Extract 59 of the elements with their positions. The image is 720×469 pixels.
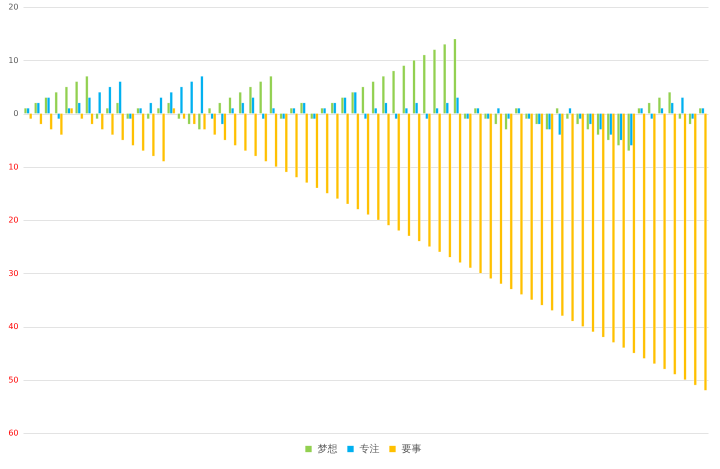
bar bbox=[428, 113, 431, 247]
y-tick-label: 60 bbox=[8, 428, 18, 438]
bar bbox=[468, 113, 472, 268]
bar bbox=[249, 86, 252, 114]
bar bbox=[136, 108, 140, 114]
bar bbox=[474, 108, 477, 114]
bar bbox=[341, 97, 344, 114]
y-tick-label: 0 bbox=[13, 109, 18, 118]
bar bbox=[366, 113, 370, 215]
bar bbox=[412, 60, 416, 114]
legend-label: 专注 bbox=[360, 443, 380, 455]
bar bbox=[75, 81, 78, 114]
bar bbox=[300, 102, 304, 114]
y-tick-label: 50 bbox=[8, 375, 18, 384]
bar bbox=[545, 113, 548, 130]
bar bbox=[504, 113, 508, 130]
bar bbox=[632, 113, 636, 354]
bar bbox=[64, 86, 68, 114]
bar bbox=[372, 81, 375, 114]
bar bbox=[228, 97, 232, 114]
bar bbox=[652, 113, 656, 364]
bar bbox=[453, 38, 456, 114]
y-tick-label: 10 bbox=[8, 162, 18, 172]
bar bbox=[44, 97, 48, 114]
legend-label: 梦想 bbox=[318, 443, 338, 455]
y-tick-label: 30 bbox=[8, 268, 18, 278]
bar bbox=[596, 113, 600, 135]
bar bbox=[668, 92, 672, 114]
bar bbox=[170, 92, 173, 114]
bar bbox=[484, 113, 488, 119]
bar bbox=[269, 76, 272, 114]
bar bbox=[658, 97, 661, 114]
bar bbox=[70, 108, 74, 114]
bar bbox=[316, 113, 318, 188]
bar bbox=[525, 113, 528, 119]
bar bbox=[530, 113, 534, 300]
bar bbox=[433, 49, 436, 114]
bar bbox=[224, 113, 226, 140]
bar bbox=[464, 113, 467, 119]
bar bbox=[320, 108, 324, 114]
y-tick-label: 20 bbox=[8, 216, 18, 224]
bar bbox=[617, 113, 620, 146]
bar bbox=[264, 113, 268, 162]
bar bbox=[592, 113, 594, 332]
bar bbox=[560, 113, 564, 316]
bar bbox=[60, 113, 63, 135]
bar bbox=[638, 108, 640, 114]
legend-label: 要事 bbox=[402, 443, 422, 455]
bar bbox=[540, 113, 544, 306]
bar bbox=[280, 113, 283, 119]
y-tick-label: 20 bbox=[8, 2, 18, 12]
bar bbox=[576, 113, 580, 124]
bar bbox=[688, 113, 692, 124]
bar bbox=[612, 113, 615, 343]
bar bbox=[131, 113, 134, 146]
y-tick-label: 40 bbox=[8, 322, 18, 331]
bar bbox=[550, 113, 554, 311]
y-tick-label: 10 bbox=[8, 56, 18, 65]
bar bbox=[24, 108, 27, 114]
